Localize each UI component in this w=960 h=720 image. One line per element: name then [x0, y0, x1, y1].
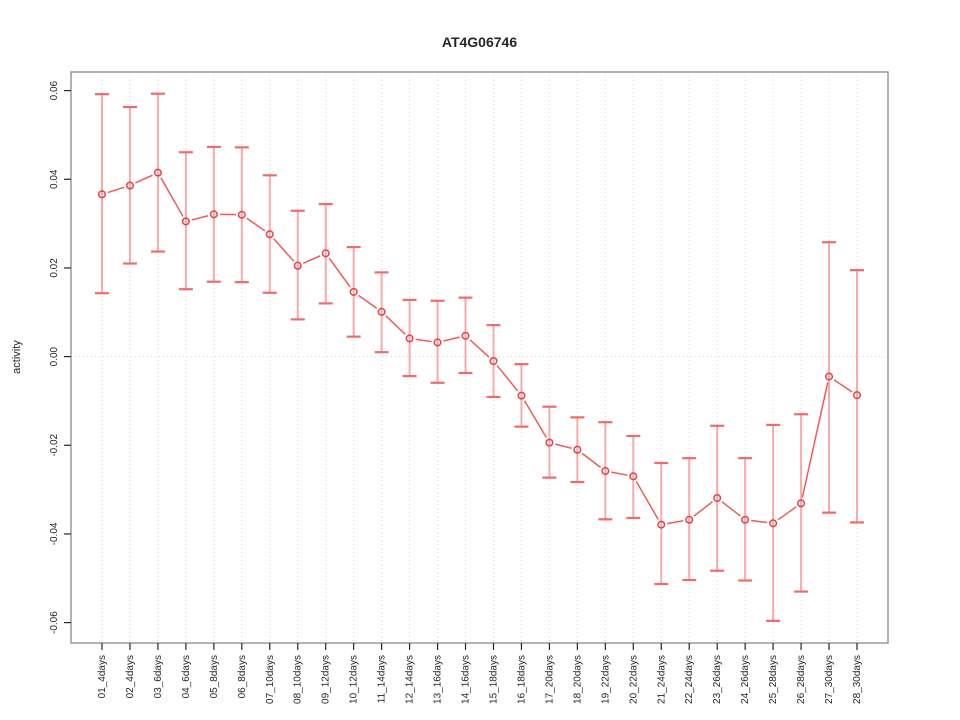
y-tick-label: 0.06 — [49, 80, 60, 100]
series-segment — [385, 315, 406, 335]
y-tick-label: -0.04 — [49, 522, 60, 545]
x-tick-label: 04_6days — [181, 655, 192, 698]
chart-title: AT4G06746 — [442, 34, 517, 50]
series-segment — [246, 217, 266, 232]
data-point — [321, 249, 330, 258]
series-segment — [328, 257, 351, 288]
data-point — [405, 334, 414, 343]
y-tick-label: 0.02 — [49, 258, 60, 278]
data-point — [377, 307, 386, 316]
series-segment — [523, 400, 547, 438]
data-point — [769, 519, 778, 528]
series-segment — [777, 506, 797, 521]
data-point — [601, 466, 610, 476]
x-tick-label: 19_22days — [600, 655, 611, 704]
series-segment — [611, 471, 628, 476]
data-point — [573, 445, 582, 454]
x-tick-label: 25_28days — [768, 655, 779, 704]
x-tick-label: 23_26days — [712, 655, 723, 704]
data-point — [153, 168, 162, 177]
x-tick-label: 06_8days — [237, 655, 248, 698]
x-tick-label: 14_16days — [461, 655, 472, 704]
series-segment — [667, 520, 684, 525]
x-tick-label: 07_10days — [265, 655, 276, 704]
x-tick-label: 22_24days — [684, 655, 695, 704]
data-point — [713, 493, 722, 503]
series-segment — [443, 336, 460, 342]
x-tick-label: 08_10days — [293, 655, 304, 704]
series-segment — [581, 452, 602, 468]
data-point — [657, 520, 666, 529]
x-tick-label: 17_20days — [544, 655, 555, 704]
data-point — [97, 190, 107, 199]
data-point — [237, 210, 246, 219]
data-point — [824, 372, 834, 381]
x-tick-label: 15_18days — [488, 655, 499, 704]
series-segment — [273, 238, 295, 262]
series-segment — [721, 501, 741, 517]
series-segment — [751, 519, 768, 524]
chart-generated-layers: -0.06 -0.04 -0.02 0.00 0.02 0.04 0.06 01_4days 0… — [49, 71, 889, 704]
y-axis-title: activity — [11, 340, 23, 374]
series-segment — [135, 174, 153, 184]
plot-frame — [70, 71, 889, 644]
data-point — [741, 515, 750, 524]
x-tick-label: 26_28days — [796, 655, 807, 704]
x-tick-label: 27_30days — [824, 655, 835, 704]
data-point — [209, 210, 218, 219]
x-tick-label: 28_30days — [852, 655, 863, 704]
x-tick-label: 18_20days — [572, 655, 583, 704]
data-point — [293, 261, 302, 270]
series-segment — [302, 255, 321, 264]
series-segment — [415, 338, 432, 343]
series-segment — [469, 339, 490, 358]
series-segment — [635, 481, 659, 520]
data-point — [545, 438, 554, 447]
x-tick-label: 16_18days — [516, 655, 527, 704]
x-tick-label: 12_14days — [405, 655, 416, 704]
x-tick-label: 20_22days — [628, 655, 639, 704]
y-tick-label: -0.06 — [49, 611, 60, 634]
data-point — [181, 217, 190, 226]
x-tick-label: 13_16days — [433, 655, 444, 704]
x-tick-label: 05_8days — [209, 655, 220, 698]
data-point — [125, 181, 135, 190]
data-point — [433, 338, 442, 347]
series-segment — [191, 215, 209, 221]
series-segment — [801, 382, 829, 498]
series-segment — [833, 379, 853, 393]
series-segment — [160, 177, 184, 217]
x-tick-label: 10_12days — [349, 655, 360, 704]
data-point — [517, 391, 526, 400]
x-tick-label: 01_4days — [97, 655, 108, 698]
x-tick-label: 09_12days — [321, 655, 332, 704]
data-point — [489, 356, 498, 366]
series-segment — [358, 294, 378, 309]
x-tick-label: 03_6days — [153, 655, 164, 698]
data-point — [349, 287, 358, 296]
x-tick-label: 02_4days — [125, 655, 136, 698]
data-point — [685, 515, 694, 524]
series-segment — [107, 186, 125, 194]
series-segment — [496, 365, 519, 392]
y-tick-label: -0.02 — [49, 433, 60, 456]
x-tick-label: 24_26days — [740, 655, 751, 704]
series-segment — [555, 443, 572, 449]
y-tick-label: 0.00 — [49, 346, 60, 366]
series-segment — [693, 501, 713, 517]
data-point — [629, 472, 638, 481]
data-point — [852, 391, 862, 400]
x-tick-label: 11_14days — [377, 655, 388, 703]
x-tick-label: 21_24days — [656, 655, 667, 704]
y-tick-label: 0.04 — [49, 169, 60, 189]
data-point — [265, 230, 274, 239]
data-point — [461, 331, 470, 340]
data-point — [797, 499, 806, 508]
